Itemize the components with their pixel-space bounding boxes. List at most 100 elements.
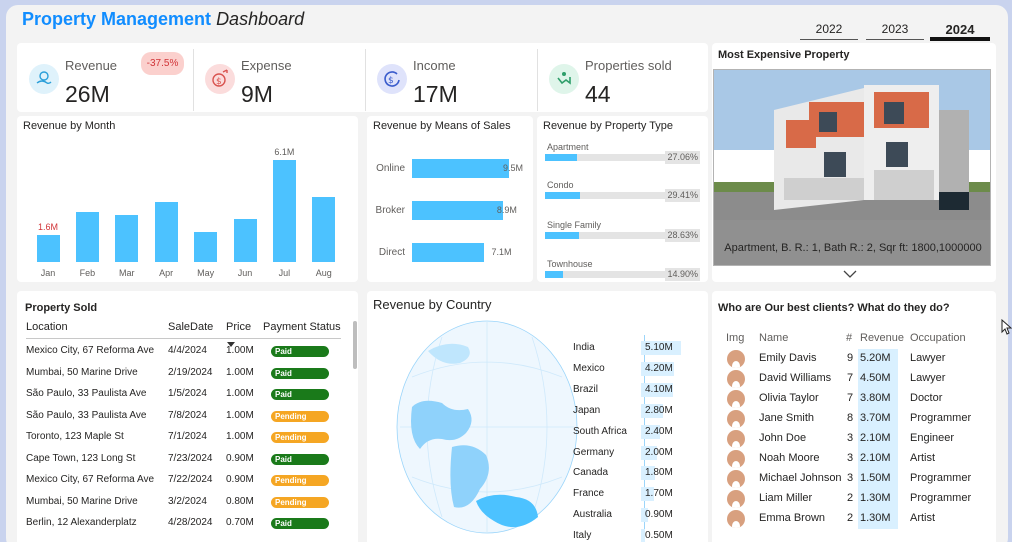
avatar	[727, 350, 745, 368]
revenue-by-month-card: Revenue by Month Jan 1.6M Feb Mar Apr May Jun J…	[17, 116, 358, 282]
client-row[interactable]: Noah Moore 3 2.10M Artist	[724, 449, 994, 469]
column-header-img[interactable]: Img	[726, 332, 745, 344]
vertical-scrollbar[interactable]	[353, 321, 357, 369]
property-type-track[interactable]	[545, 271, 665, 278]
payment-status-badge: Paid	[271, 389, 329, 400]
client-name: Michael Johnson	[759, 472, 842, 484]
country-row[interactable]: Japan 2.80M	[573, 400, 689, 421]
country-row[interactable]: Italy 0.50M	[573, 525, 689, 542]
country-row[interactable]: France 1.70M	[573, 483, 689, 504]
saledate-cell: 7/8/2024	[168, 409, 207, 421]
country-row[interactable]: Germany 2.00M	[573, 442, 689, 463]
month-bar[interactable]	[272, 160, 296, 262]
property-type-bar[interactable]	[545, 232, 580, 239]
column-header-price[interactable]: Price	[226, 321, 252, 333]
location-cell: Mexico City, 67 Reforma Ave	[26, 474, 155, 485]
client-count: 7	[847, 392, 854, 404]
year-2022-button[interactable]: 2022	[800, 22, 858, 40]
client-row[interactable]: Emily Davis 9 5.20M Lawyer	[724, 349, 994, 369]
location-cell: Mumbai, 50 Marine Drive	[26, 366, 138, 378]
globe-map[interactable]	[392, 317, 582, 542]
location-cell: Mumbai, 50 Marine Drive	[26, 495, 138, 507]
country-row[interactable]: Mexico 4.20M	[573, 358, 689, 379]
month-bar[interactable]	[233, 218, 257, 262]
client-occupation: Engineer	[910, 432, 955, 444]
client-row[interactable]: Michael Johnson 3 1.50M Programmer	[724, 469, 994, 489]
revenue-by-country-card: Revenue by Country India 5.10M Mexico 4.20M…	[367, 291, 708, 542]
month-tick-label: Mar	[119, 268, 135, 278]
bar-data-label: 1.6M	[37, 222, 58, 233]
client-name: John Doe	[759, 432, 807, 444]
price-cell: 1.00M	[226, 431, 254, 442]
client-name: Emma Brown	[759, 512, 826, 524]
month-bar[interactable]	[194, 231, 218, 262]
kpi-value: 17M	[413, 81, 458, 107]
chevron-down-icon[interactable]	[843, 266, 857, 284]
bar-data-label: 9.5M	[503, 163, 524, 173]
column-header-saledate[interactable]: SaleDate	[168, 321, 214, 333]
month-tick-label: Jan	[40, 268, 56, 278]
month-bar[interactable]	[312, 196, 336, 262]
bar-data-label: 7.1M	[491, 247, 512, 257]
property-type-track[interactable]	[545, 192, 665, 199]
table-row[interactable]: Toronto, 123 Maple St 7/1/2024 1.00M Pendin…	[25, 426, 347, 447]
property-type-bar[interactable]	[545, 271, 563, 278]
year-2023-button[interactable]: 2023	[866, 22, 924, 40]
table-row[interactable]: São Paulo, 33 Paulista Ave 1/5/2024 1.00M P…	[25, 383, 347, 404]
year-2024-button[interactable]: 2024	[930, 22, 990, 41]
client-row[interactable]: John Doe 3 2.10M Engineer	[724, 429, 994, 449]
card-title: Most Expensive Property	[718, 49, 850, 61]
client-occupation: Doctor	[910, 392, 943, 404]
country-row[interactable]: South Africa 2.40M	[573, 421, 689, 442]
payment-status-badge: Paid	[271, 453, 329, 465]
property-type-track[interactable]	[545, 154, 665, 161]
means-label: Broker	[375, 205, 405, 216]
price-cell: 1.00M	[226, 366, 254, 378]
client-occupation: Programmer	[910, 412, 972, 424]
column-header-name[interactable]: Name	[759, 332, 789, 344]
property-type-bar[interactable]	[545, 154, 578, 161]
client-row[interactable]: Emma Brown 2 1.30M Artist	[724, 509, 994, 529]
revenue-by-type-card: Revenue by Property Type Apartment 27.06%…	[537, 116, 708, 282]
country-row[interactable]: Canada 1.80M	[573, 462, 689, 483]
bar-data-label: 1.80M	[645, 467, 673, 479]
client-occupation: Lawyer	[910, 372, 946, 384]
client-row[interactable]: Jane Smith 8 3.70M Programmer	[724, 409, 994, 429]
means-bar[interactable]	[412, 159, 509, 178]
table-row[interactable]: Berlin, 12 Alexanderplatz 4/28/2024 0.70M P…	[25, 512, 347, 533]
property-type-bar[interactable]	[545, 192, 581, 199]
month-bar[interactable]	[75, 211, 99, 262]
country-label: Germany	[573, 446, 615, 458]
location-cell: São Paulo, 33 Paulista Ave	[26, 388, 147, 399]
column-header-count[interactable]: #	[846, 332, 853, 344]
month-bar[interactable]	[154, 201, 178, 262]
table-row[interactable]: Mexico City, 67 Reforma Ave 7/22/2024 0.90…	[25, 469, 347, 490]
handshake-icon	[549, 64, 579, 94]
month-bar[interactable]	[115, 215, 139, 262]
country-row[interactable]: Australia 0.90M	[573, 504, 689, 525]
column-header-occupation[interactable]: Occupation	[910, 332, 966, 344]
column-header-payment-status[interactable]: Payment Status	[263, 321, 341, 333]
client-row[interactable]: Liam Miller 2 1.30M Programmer	[724, 489, 994, 509]
client-row[interactable]: David Williams 7 4.50M Lawyer	[724, 369, 994, 389]
bar-data-label: 29.41%	[665, 189, 700, 202]
client-row[interactable]: Olivia Taylor 7 3.80M Doctor	[724, 389, 994, 409]
table-row[interactable]: Mexico City, 67 Reforma Ave 4/4/2024 1.00M…	[25, 340, 347, 361]
table-row[interactable]: Mumbai, 50 Marine Drive 2/19/2024 1.00M Pai…	[25, 362, 347, 383]
bar-data-label: 8.9M	[496, 205, 517, 215]
means-bar[interactable]	[412, 201, 503, 220]
column-header-revenue[interactable]: Revenue	[860, 332, 905, 344]
country-row[interactable]: India 5.10M	[573, 337, 689, 358]
table-row[interactable]: Cape Town, 123 Long St 7/23/2024 0.90M Paid	[25, 448, 347, 469]
column-header-location[interactable]: Location	[26, 321, 68, 333]
sort-descending-icon	[227, 334, 235, 352]
saledate-cell: 7/1/2024	[168, 431, 207, 442]
country-row[interactable]: Brazil 4.10M	[573, 379, 689, 400]
table-row[interactable]: São Paulo, 33 Paulista Ave 7/8/2024 1.00M P…	[25, 405, 347, 426]
property-type-track[interactable]	[545, 232, 665, 239]
payment-status-badge: Pending	[271, 475, 329, 486]
month-bar[interactable]	[36, 235, 60, 262]
table-row[interactable]: Mumbai, 50 Marine Drive 3/2/2024 0.80M Pend…	[25, 491, 347, 512]
means-bar[interactable]	[412, 243, 485, 262]
revenue-bar-background	[858, 489, 898, 509]
